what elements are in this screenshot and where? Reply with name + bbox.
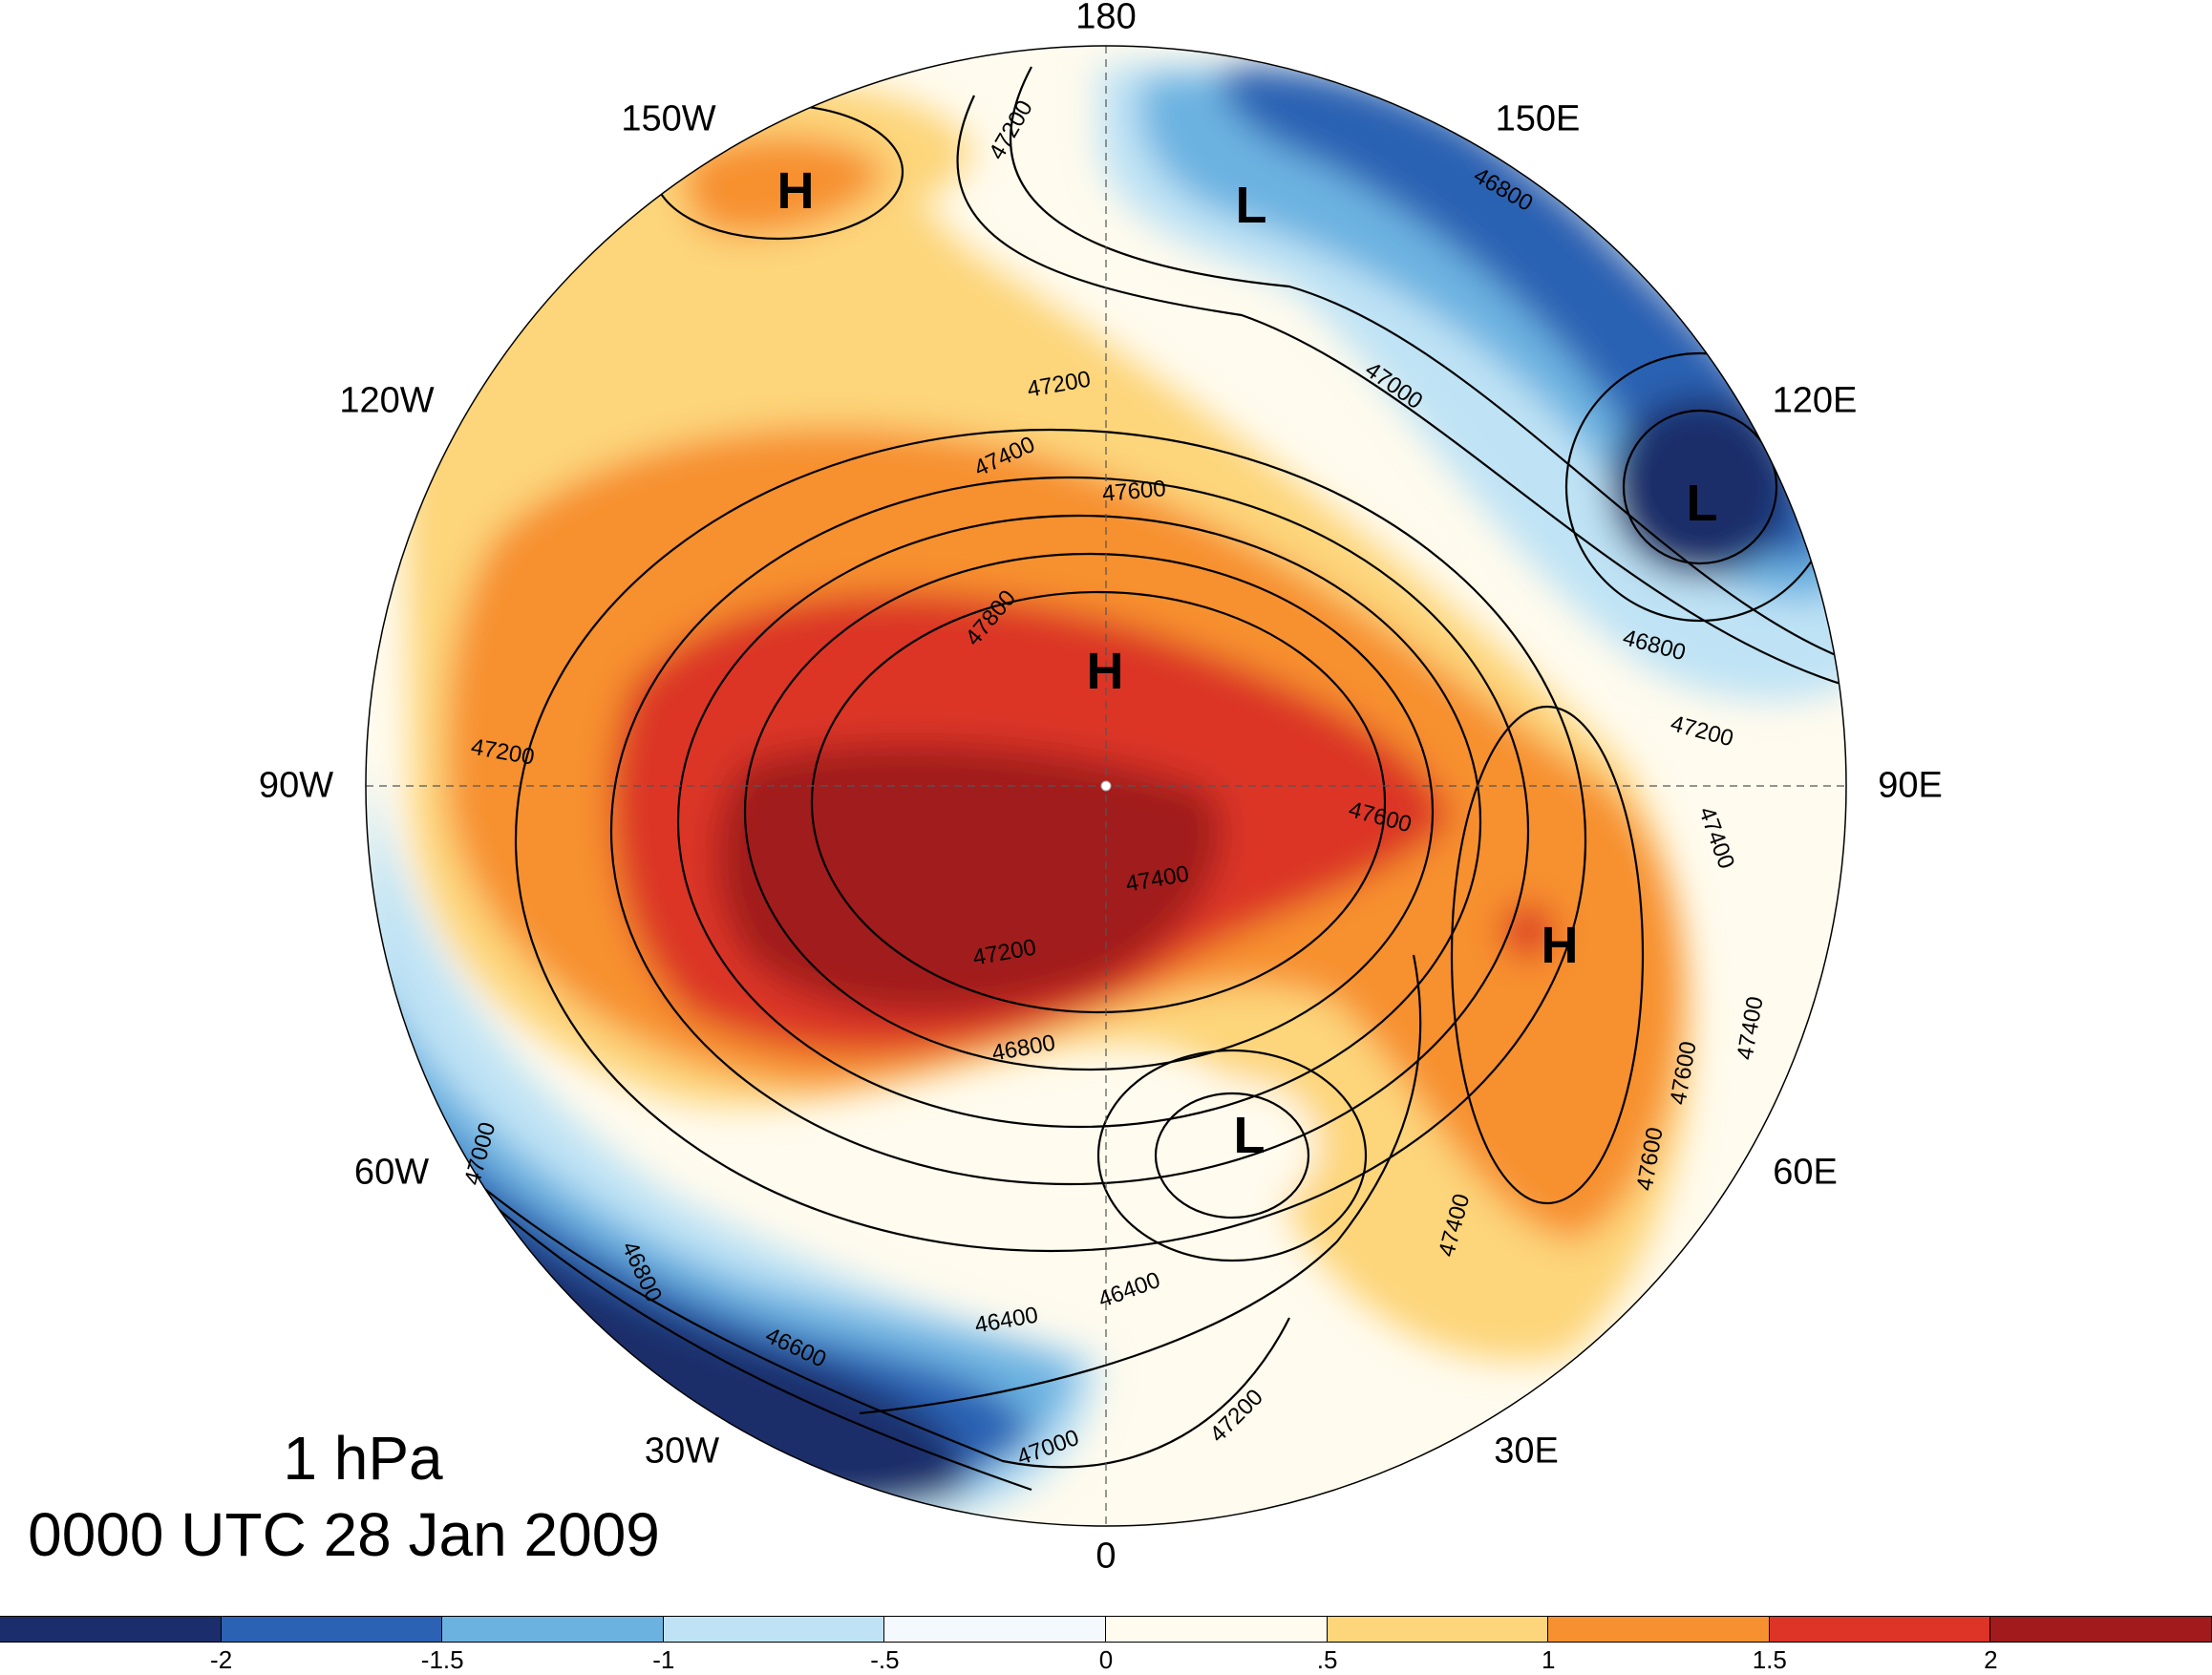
colorbar-label: 2	[1984, 1645, 1998, 1674]
colorbar-segment	[1105, 1617, 1328, 1642]
colorbar	[0, 1616, 2212, 1643]
low-center-europe: L	[1234, 1107, 1266, 1164]
colorbar-label: .5	[1316, 1645, 1338, 1674]
colorbar-segment	[1769, 1617, 1991, 1642]
lon-label-30w: 30W	[644, 1431, 720, 1472]
level-title: 1 hPa	[283, 1424, 443, 1493]
colorbar-segment	[663, 1617, 885, 1642]
north-pole-marker	[1100, 780, 1112, 792]
lon-label-120w: 120W	[339, 380, 435, 421]
low-center-siberia: L	[1687, 475, 1718, 532]
time-title: 0000 UTC 28 Jan 2009	[28, 1500, 660, 1569]
height-contours	[381, 66, 1846, 1492]
lon-label-60e: 60E	[1773, 1152, 1838, 1193]
high-center-arctic: H	[1087, 643, 1124, 700]
lon-label-180: 180	[1075, 0, 1137, 37]
lon-label-90e: 90E	[1878, 765, 1943, 806]
lon-label-150e: 150E	[1495, 98, 1581, 139]
high-center-east-pacific: H	[777, 162, 815, 220]
colorbar-segment	[221, 1617, 443, 1642]
high-center-eurasia: H	[1542, 917, 1579, 974]
lon-label-30e: 30E	[1494, 1431, 1559, 1472]
colorbar-segment	[0, 1617, 222, 1642]
lon-label-90w: 90W	[258, 765, 334, 806]
low-center-bering: L	[1236, 177, 1267, 234]
anomaly-shading	[366, 46, 1846, 1526]
colorbar-label: 1.5	[1752, 1645, 1787, 1674]
colorbar-segment	[884, 1617, 1106, 1642]
lon-label-120e: 120E	[1772, 380, 1858, 421]
contour-label: 47600	[1101, 476, 1167, 507]
colorbar-segment	[1990, 1617, 2212, 1642]
colorbar-segment	[1548, 1617, 1770, 1642]
colorbar-segment	[1327, 1617, 1549, 1642]
lon-label-60w: 60W	[353, 1152, 430, 1193]
colorbar-label: -1	[652, 1645, 675, 1674]
colorbar-label: 1	[1541, 1645, 1556, 1674]
colorbar-label: -1.5	[420, 1645, 464, 1674]
colorbar-label: -2	[210, 1645, 233, 1674]
lon-label-150w: 150W	[621, 98, 716, 139]
colorbar-segment	[442, 1617, 664, 1642]
colorbar-label: -.5	[870, 1645, 900, 1674]
colorbar-label: 0	[1098, 1645, 1114, 1674]
lon-label-0: 0	[1095, 1536, 1117, 1577]
